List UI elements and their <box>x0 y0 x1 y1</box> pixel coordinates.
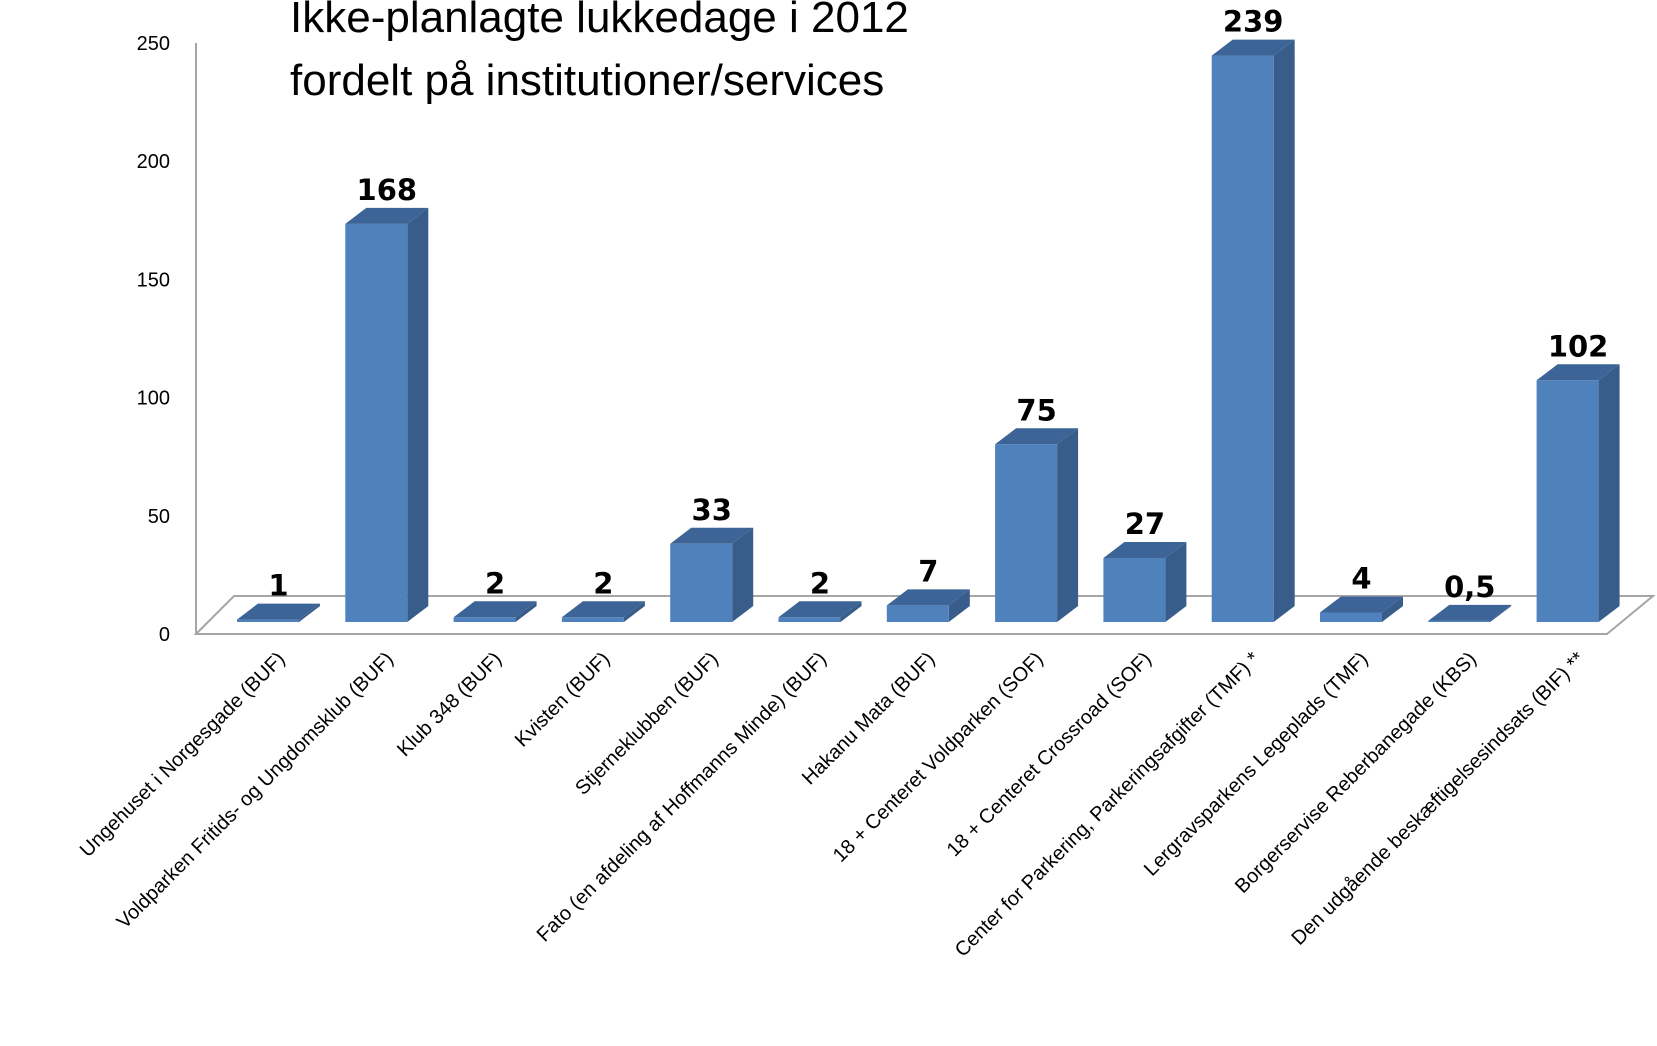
x-tick-label: Kvisten (BUF) <box>511 648 615 752</box>
x-tick-label: Klub 348 (BUF) <box>393 648 506 761</box>
bar-front-face <box>1428 620 1491 622</box>
x-axis-tick-labels: Ungehuset i Norgesgade (BUF)Voldparken F… <box>76 648 1589 962</box>
bar <box>1103 542 1187 622</box>
bar-side-face <box>1598 364 1620 622</box>
bar <box>1428 604 1512 622</box>
bar <box>670 527 754 622</box>
bar-front-face <box>237 619 299 622</box>
data-label: 33 <box>692 493 732 527</box>
bar-top-face <box>237 603 320 620</box>
data-label: 2 <box>810 566 830 600</box>
y-tick-label: 250 <box>137 33 170 55</box>
bar-front-face <box>345 223 408 622</box>
bar-side-face <box>1273 39 1295 622</box>
chart-title: Ikke-planlagte lukkedage i 2012 fordelt … <box>290 0 909 105</box>
bar <box>1320 596 1403 622</box>
y-tick-label: 50 <box>148 506 170 528</box>
bar-side-face <box>623 601 645 622</box>
bar-front-face <box>995 444 1058 622</box>
bar-side-face <box>299 603 320 622</box>
data-label: 102 <box>1548 329 1609 363</box>
x-tick-label: 18 + Centeret Crossroad (SOF) <box>943 648 1156 861</box>
bar-front-face <box>1320 612 1382 622</box>
data-label: 1 <box>268 569 288 603</box>
x-tick-label: Lergravsparkens Legeplads (TMF) <box>1140 648 1372 880</box>
bar-front-face <box>453 617 516 622</box>
bar-top-face <box>453 601 537 618</box>
bar-front-face <box>1103 558 1166 622</box>
bar-top-face <box>345 207 429 224</box>
data-label: 239 <box>1223 5 1284 39</box>
bar-top-face <box>1536 364 1620 381</box>
bar <box>237 603 320 622</box>
bar-top-face <box>1428 604 1512 621</box>
bar <box>345 207 429 622</box>
bar-front-face <box>886 605 949 622</box>
bar-front-face <box>670 543 733 622</box>
bar <box>778 601 862 622</box>
x-tick-label: Ungehuset i Norgesgade (BUF) <box>76 648 290 862</box>
bar-top-face <box>561 601 645 618</box>
chart-title-line-1: Ikke-planlagte lukkedage i 2012 <box>290 0 909 42</box>
bar-side-face <box>1490 604 1512 622</box>
y-tick-label: 200 <box>137 151 170 173</box>
bar-top-face <box>778 601 862 618</box>
bar <box>1536 364 1620 622</box>
data-label: 0,5 <box>1444 570 1495 604</box>
bar-side-face <box>515 601 537 622</box>
data-label: 7 <box>918 554 938 588</box>
data-label: 27 <box>1125 507 1165 541</box>
bar-top-face <box>1320 596 1403 613</box>
bar-side-face <box>948 589 970 622</box>
bar-front-face <box>1536 380 1599 622</box>
bar <box>886 589 970 622</box>
bar <box>1211 39 1295 622</box>
bars <box>237 39 1620 622</box>
bar-side-face <box>732 527 754 622</box>
data-label: 2 <box>593 566 613 600</box>
y-tick-label: 0 <box>159 624 170 646</box>
data-label: 168 <box>357 173 418 207</box>
y-axis-tick-labels: 0 50 100 150 200 250 <box>137 33 170 646</box>
bar-top-face <box>1211 39 1295 56</box>
bar-top-face <box>670 527 754 544</box>
y-tick-label: 150 <box>137 269 170 291</box>
bar-side-face <box>1165 542 1187 622</box>
x-tick-label: Borgerservise Reberbanegade (KBS) <box>1231 648 1481 898</box>
bar-side-face <box>1057 428 1079 622</box>
data-label: 2 <box>485 566 505 600</box>
bar-front-face <box>1211 55 1274 622</box>
bar-front-face <box>561 617 624 622</box>
chart-title-line-2: fordelt på institutioner/services <box>290 56 884 105</box>
x-tick-label: 18 + Centeret Voldparken (SOF) <box>829 648 1048 867</box>
bar-side-face <box>1382 596 1403 622</box>
data-label: 4 <box>1351 562 1371 596</box>
bar <box>453 601 537 622</box>
bar-top-face <box>886 589 970 606</box>
data-label: 75 <box>1016 393 1056 427</box>
bar-side-face <box>407 207 429 622</box>
bar-top-face <box>1103 542 1187 559</box>
bar <box>995 428 1079 622</box>
bar-side-face <box>840 601 862 622</box>
y-tick-label: 100 <box>137 388 170 410</box>
bar-front-face <box>778 617 841 622</box>
bar-top-face <box>995 428 1079 445</box>
bar <box>561 601 645 622</box>
